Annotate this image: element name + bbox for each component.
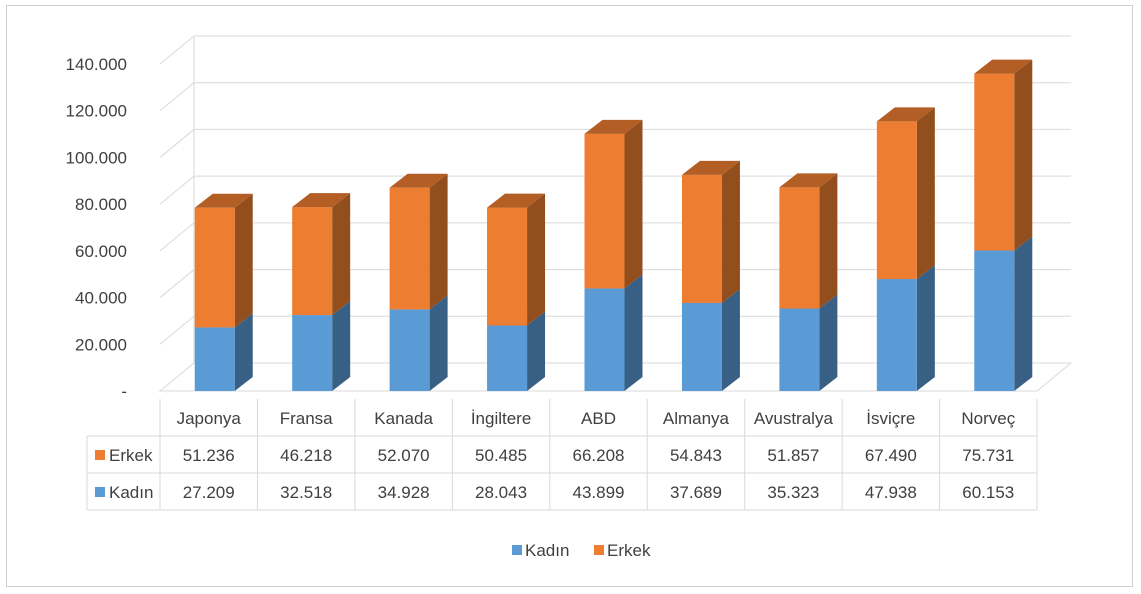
table-legend-key: [95, 487, 105, 497]
bar-kadın[interactable]: [487, 325, 528, 391]
bar-kadın[interactable]: [974, 250, 1015, 391]
bar-erkek[interactable]: [681, 174, 722, 303]
category-label: İsviçre: [866, 409, 915, 428]
bar-erkek[interactable]: [389, 187, 430, 310]
table-cell-value: 66.208: [573, 446, 625, 465]
bar-side-kadın: [234, 313, 253, 391]
table-cell-value: 51.857: [767, 446, 819, 465]
category-label: Kanada: [374, 409, 433, 428]
bar-side-erkek: [429, 173, 448, 310]
bar-side-kadın: [527, 311, 546, 391]
category-label: Fransa: [280, 409, 333, 428]
bar-side-kadın: [624, 274, 643, 391]
bar-erkek[interactable]: [487, 207, 528, 326]
y-tick-label: 80.000: [75, 195, 127, 214]
bar-top-erkek: [584, 119, 643, 134]
bar-top-erkek: [681, 160, 740, 175]
table-cell-value: 46.218: [280, 446, 332, 465]
table-row-label: Erkek: [109, 446, 153, 465]
chart-floor: [158, 362, 1073, 392]
gridline-side: [159, 175, 195, 205]
table-cell-value: 60.153: [962, 483, 1014, 502]
category-label: Avustralya: [754, 409, 834, 428]
legend-label[interactable]: Erkek: [607, 541, 651, 560]
table-cell-value: 47.938: [865, 483, 917, 502]
table-cell-value: 28.043: [475, 483, 527, 502]
bar-top-erkek: [389, 173, 448, 188]
table-cell-value: 51.236: [183, 446, 235, 465]
table-cell-value: 37.689: [670, 483, 722, 502]
bar-kadın[interactable]: [292, 315, 333, 391]
bar-kadın[interactable]: [681, 302, 722, 391]
chart-frame: - 20.000 40.000 60.000 80.000 100.000 120.000 1…: [6, 5, 1133, 587]
legend-key: [594, 545, 604, 555]
bar-top-erkek: [876, 107, 935, 122]
bar-side-erkek: [819, 173, 838, 309]
category-label: Japonya: [177, 409, 242, 428]
bar-side-kadın: [332, 301, 351, 391]
bar-side-erkek: [1014, 59, 1033, 251]
gridline-side: [159, 35, 195, 65]
bar-side-kadın: [721, 288, 740, 391]
table-cell-value: 35.323: [767, 483, 819, 502]
table-cell-value: 32.518: [280, 483, 332, 502]
table-row-label: Kadın: [109, 483, 153, 502]
bar-side-erkek: [624, 119, 643, 289]
bar-kadın[interactable]: [779, 308, 820, 391]
bar-kadın[interactable]: [876, 279, 917, 391]
table-cell-value: 50.485: [475, 446, 527, 465]
stacked-3d-bar-chart: - 20.000 40.000 60.000 80.000 100.000 120.000 1…: [66, 35, 1073, 560]
table-cell-value: 54.843: [670, 446, 722, 465]
bar-top-erkek: [779, 173, 838, 188]
bar-erkek[interactable]: [584, 133, 625, 289]
table-cell-value: 52.070: [378, 446, 430, 465]
category-label: Norveç: [961, 409, 1015, 428]
bar-side-erkek: [721, 160, 740, 303]
bar-side-kadın: [429, 295, 448, 391]
bar-side-erkek: [332, 193, 351, 316]
table-cell-value: 75.731: [962, 446, 1014, 465]
bar-side-erkek: [234, 193, 253, 328]
legend-key: [512, 545, 522, 555]
bar-erkek[interactable]: [876, 121, 917, 280]
bar-side-kadın: [819, 294, 838, 391]
y-tick-label: 120.000: [66, 102, 127, 121]
gridline-side: [159, 315, 195, 345]
bar-erkek[interactable]: [974, 73, 1015, 251]
y-tick-label: 140.000: [66, 55, 127, 74]
bar-side-kadın: [1014, 236, 1033, 391]
y-tick-label: -: [121, 382, 127, 401]
bar-side-erkek: [527, 193, 546, 326]
table-cell-value: 67.490: [865, 446, 917, 465]
bar-top-erkek: [487, 193, 546, 208]
gridline-side: [159, 269, 195, 298]
bar-kadın[interactable]: [194, 327, 235, 391]
category-label: İngiltere: [471, 409, 531, 428]
table-cell-value: 43.899: [573, 483, 625, 502]
category-label: Almanya: [663, 409, 730, 428]
category-label: ABD: [581, 409, 616, 428]
bar-side-erkek: [916, 107, 935, 280]
bar-top-erkek: [974, 59, 1033, 74]
bar-erkek[interactable]: [779, 187, 820, 309]
gridline-side: [159, 82, 195, 112]
bar-side-kadın: [916, 265, 935, 391]
bar-kadın[interactable]: [389, 309, 430, 391]
table-cell-value: 27.209: [183, 483, 235, 502]
gridline-side: [159, 222, 195, 252]
bar-erkek[interactable]: [292, 207, 333, 316]
gridline-side: [159, 129, 195, 158]
y-tick-label: 60.000: [75, 242, 127, 261]
bar-erkek[interactable]: [194, 207, 235, 328]
table-cell-value: 34.928: [378, 483, 430, 502]
legend-label[interactable]: Kadın: [525, 541, 569, 560]
bar-top-erkek: [194, 193, 253, 208]
y-tick-label: 40.000: [75, 289, 127, 308]
bar-top-erkek: [292, 193, 351, 208]
bar-kadın[interactable]: [584, 288, 625, 391]
y-tick-label: 100.000: [66, 148, 127, 167]
y-tick-label: 20.000: [75, 335, 127, 354]
table-legend-key: [95, 450, 105, 460]
